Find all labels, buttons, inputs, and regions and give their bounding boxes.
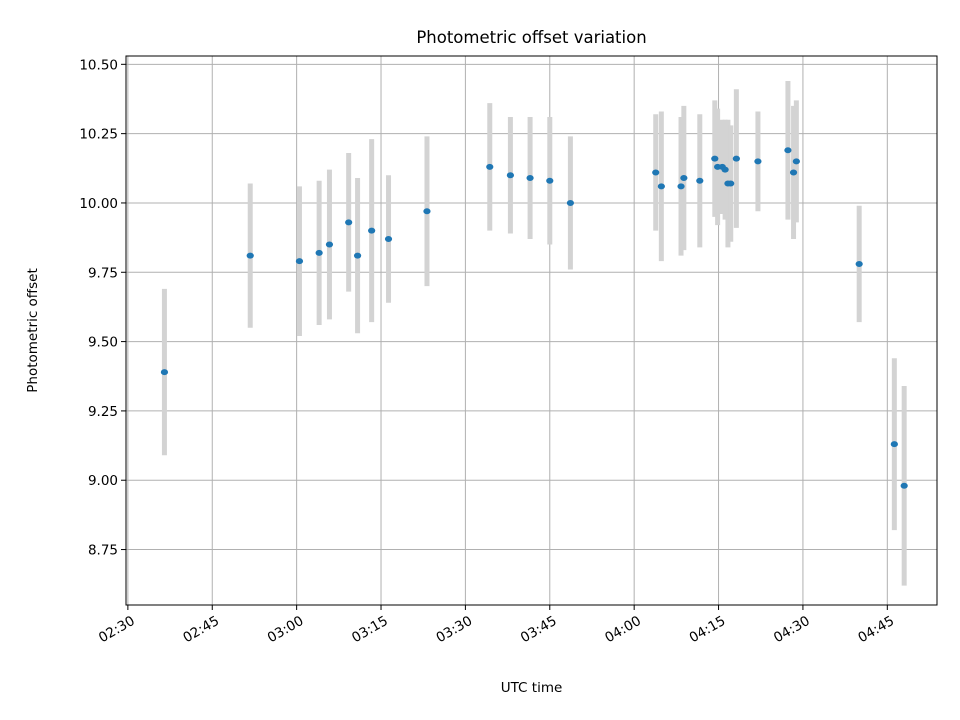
plot-frame	[125, 55, 938, 606]
data-point	[353, 252, 362, 259]
data-point	[890, 441, 898, 448]
y-tick-label: 8.75	[88, 543, 118, 559]
data-point	[727, 180, 735, 187]
data-point	[486, 163, 494, 170]
data-point	[325, 241, 334, 248]
chart-title: Photometric offset variation	[416, 28, 646, 47]
data-point	[295, 258, 304, 265]
y-axis-label: Photometric offset	[25, 268, 41, 392]
data-point	[711, 155, 719, 162]
data-point	[657, 183, 665, 190]
data-point	[789, 169, 798, 176]
x-axis-label: UTC time	[501, 680, 563, 696]
data-point	[680, 175, 688, 181]
data-point	[754, 158, 762, 165]
y-tick-label: 10.50	[79, 57, 118, 73]
data-point	[423, 208, 431, 215]
y-tick-label: 9.25	[88, 404, 118, 420]
data-point	[792, 158, 800, 165]
data-point	[526, 175, 534, 181]
data-point	[160, 369, 169, 376]
data-points	[160, 147, 908, 489]
data-point	[384, 236, 393, 242]
y-tick-label: 9.50	[88, 335, 118, 351]
data-point	[855, 260, 863, 267]
data-point	[900, 482, 908, 489]
data-point	[696, 177, 704, 184]
data-point	[677, 183, 685, 190]
y-axis-ticks: 8.75 9.00 9.25 9.50 9.75 10.00 10.25 10.50	[79, 57, 126, 559]
y-tick-label: 9.75	[88, 265, 118, 281]
data-point	[368, 227, 376, 234]
data-point	[546, 177, 554, 184]
data-point	[566, 199, 575, 206]
data-point	[784, 147, 792, 154]
y-tick-label: 10.00	[79, 196, 118, 212]
data-point	[721, 166, 729, 173]
data-point	[506, 172, 515, 179]
data-point	[732, 155, 740, 162]
data-point	[315, 249, 323, 256]
data-point	[246, 252, 254, 259]
y-tick-label: 9.00	[88, 473, 118, 489]
y-tick-label: 10.25	[79, 127, 118, 143]
data-point	[652, 169, 660, 176]
data-point	[345, 219, 353, 226]
